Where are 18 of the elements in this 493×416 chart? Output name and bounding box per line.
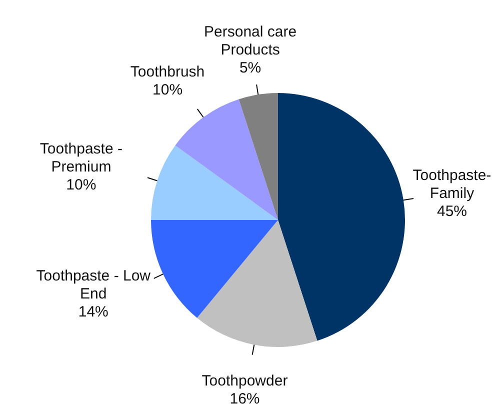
slice-label: Toothpaste- Family xyxy=(412,166,492,202)
data-label: 10% xyxy=(66,176,96,194)
slice-label: Toothbrush xyxy=(130,63,205,80)
pie-slice xyxy=(238,93,278,220)
slice-label: Toothpaste - Low End xyxy=(36,268,151,303)
pie-slice xyxy=(175,99,278,220)
pie-slice xyxy=(151,145,278,220)
data-label: 5% xyxy=(239,59,262,76)
slice-label: Personal care Products xyxy=(204,23,297,58)
pie-slice xyxy=(278,93,405,341)
pie-slice xyxy=(151,220,278,318)
slice-label: Toothpaste - Premium xyxy=(40,140,122,176)
pie-slice xyxy=(197,220,318,347)
data-label: 10% xyxy=(152,81,183,98)
data-label: 14% xyxy=(78,304,108,321)
data-label: 45% xyxy=(436,202,468,220)
slice-label: Toothpowder xyxy=(202,372,288,390)
data-label: 16% xyxy=(230,390,260,408)
